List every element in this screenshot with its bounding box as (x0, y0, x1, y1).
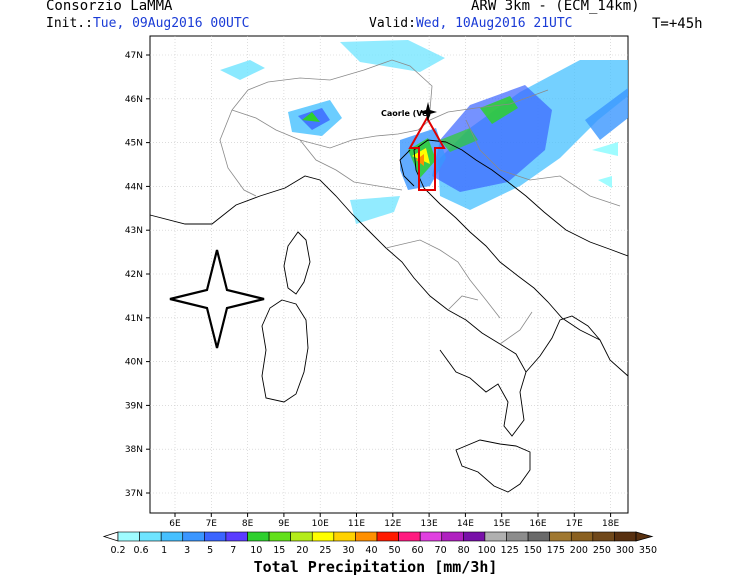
colorbar-swatch (398, 531, 421, 542)
colorbar-label: 80 (458, 545, 470, 556)
precip-field (220, 40, 628, 224)
colorbar-title: Total Precipitation [mm/3h] (253, 558, 498, 576)
colorbar-label: 300 (616, 545, 634, 556)
colorbar-label: 10 (250, 545, 262, 556)
org-title: Consorzio LaMMA (46, 0, 173, 14)
lon-label: 6E (169, 519, 181, 529)
colorbar-swatch (268, 531, 291, 542)
colorbar-swatch (376, 531, 399, 542)
lon-label: 8E (242, 519, 254, 529)
colorbar-label: 15 (273, 545, 285, 556)
colorbar: 0.2 0.6 1 3 5 7 10 15 20 25 30 40 50 60 70 80 100 125 150 1… (102, 531, 657, 556)
longitude-labels: 6E 7E 8E 9E 10E 11E 12E 13E 14E 15E 16E 17E 18E (169, 513, 619, 529)
colorbar-swatch (484, 531, 507, 542)
lat-label: 47N (125, 51, 143, 61)
colorbar-swatch (441, 531, 464, 542)
colorbar-label: 0.2 (110, 545, 125, 556)
compass-star-icon (169, 249, 265, 349)
colorbar-swatch (549, 531, 572, 542)
colorbar-swatch (527, 531, 550, 542)
lat-label: 44N (125, 182, 143, 192)
latitude-labels: 47N 46N 45N 44N 43N 42N 41N 40N 39N 38N 37N (125, 51, 150, 499)
colorbar-label: 350 (639, 545, 657, 556)
lon-label: 7E (206, 519, 218, 529)
colorbar-swatch (463, 531, 486, 542)
colorbar-swatch (592, 531, 615, 542)
colorbar-label: 1 (161, 545, 167, 556)
colorbar-label: 7 (230, 545, 236, 556)
colorbar-swatch (311, 531, 335, 542)
national-borders (219, 59, 621, 345)
lon-label: 16E (529, 519, 546, 529)
lon-label: 9E (278, 519, 290, 529)
colorbar-max-arrow (635, 531, 654, 542)
location-marker-icon (419, 102, 437, 122)
colorbar-label: 40 (365, 545, 377, 556)
valid-label: Valid: (369, 16, 416, 31)
lat-label: 40N (125, 358, 143, 368)
colorbar-label: 175 (547, 545, 565, 556)
colorbar-label: 0.6 (133, 545, 148, 556)
lon-label: 17E (566, 519, 583, 529)
lat-label: 39N (125, 401, 143, 411)
colorbar-swatch (570, 531, 594, 542)
model-title: ARW 3km - (ECM_14km) (471, 0, 640, 14)
place-label: Caorle (Ve) (381, 109, 431, 118)
lat-label: 38N (125, 445, 143, 455)
colorbar-label: 200 (570, 545, 588, 556)
colorbar-swatch (333, 531, 356, 542)
colorbar-swatch (117, 531, 140, 542)
init-label: Init.: (46, 16, 93, 31)
lat-label: 41N (125, 314, 143, 324)
lat-label: 45N (125, 139, 143, 149)
lon-label: 13E (421, 519, 438, 529)
colorbar-swatch (614, 531, 637, 542)
lon-label: 18E (602, 519, 619, 529)
colorbar-min-arrow (102, 531, 119, 542)
colorbar-label: 100 (478, 545, 496, 556)
colorbar-label: 125 (501, 545, 519, 556)
colorbar-label: 70 (435, 545, 447, 556)
colorbar-label: 25 (319, 545, 331, 556)
colorbar-label: 3 (184, 545, 190, 556)
lon-label: 10E (312, 519, 329, 529)
colorbar-swatch (247, 531, 270, 542)
colorbar-label: 60 (412, 545, 424, 556)
colorbar-label: 30 (342, 545, 354, 556)
lat-label: 37N (125, 489, 143, 499)
lon-label: 15E (493, 519, 510, 529)
lon-label: 14E (457, 519, 474, 529)
lead-time: T=+45h (652, 16, 703, 32)
lat-label: 42N (125, 270, 143, 280)
colorbar-swatch (225, 531, 248, 542)
colorbar-label: 250 (593, 545, 611, 556)
lon-label: 12E (384, 519, 401, 529)
colorbar-swatch (506, 531, 529, 542)
colorbar-label: 20 (296, 545, 308, 556)
colorbar-swatch (204, 531, 227, 542)
colorbar-swatch (355, 531, 378, 542)
colorbar-label: 150 (524, 545, 542, 556)
colorbar-swatch (290, 531, 313, 542)
lon-label: 11E (348, 519, 365, 529)
init-time: Init.:Tue, 09Aug2016 00UTC (46, 16, 250, 31)
colorbar-swatch (139, 531, 162, 542)
init-value: Tue, 09Aug2016 00UTC (92, 16, 250, 31)
colorbar-label: 50 (388, 545, 400, 556)
colorbar-swatch (160, 531, 184, 542)
colorbar-swatch (419, 531, 443, 542)
valid-value: Wed, 10Aug2016 21UTC (415, 16, 573, 31)
red-arrow-icon (408, 115, 446, 191)
lat-label: 43N (125, 226, 143, 236)
colorbar-swatch (182, 531, 205, 542)
colorbar-label: 5 (207, 545, 213, 556)
lat-label: 46N (125, 95, 143, 105)
valid-time: Valid:Wed, 10Aug2016 21UTC (369, 16, 573, 31)
